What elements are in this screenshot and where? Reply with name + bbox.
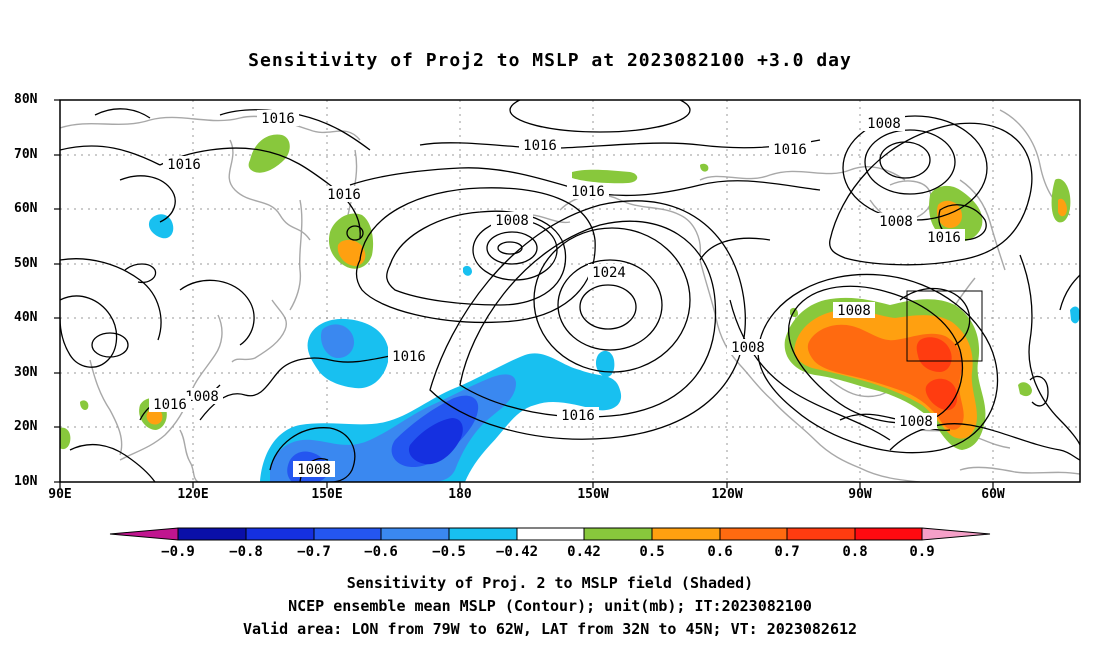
- contour-label: 1008: [867, 116, 901, 132]
- colorbar-swatch: [651, 527, 721, 541]
- valid-area-box: [906, 290, 983, 362]
- graticule: [60, 100, 1080, 482]
- contour-label: 1008: [837, 303, 871, 319]
- colorbar-label: 0.42: [567, 544, 601, 560]
- colorbar-swatch: [448, 527, 518, 541]
- colorbar-label: −0.9: [161, 544, 195, 560]
- contour-label: 1008: [185, 389, 219, 405]
- lon-label: 150E: [311, 487, 343, 502]
- colorbar-label: 0.9: [909, 544, 935, 560]
- colorbar-swatch: [583, 527, 653, 541]
- contour-label: 1016: [392, 349, 426, 365]
- lat-label: 10N: [14, 474, 38, 489]
- contour-label: 1016: [773, 142, 807, 158]
- colorbar-swatch: [380, 527, 450, 541]
- lon-label: 180: [448, 487, 472, 502]
- lon-label: 150W: [577, 487, 609, 502]
- colorbar-swatch: [921, 527, 991, 541]
- colorbar-label: 0.8: [842, 544, 868, 560]
- axis-ticks: [54, 99, 994, 488]
- colorbar-swatch: [177, 527, 247, 541]
- contour-label: 1016: [167, 157, 201, 173]
- contour-label: 1016: [561, 408, 595, 424]
- contour-label: 1016: [153, 397, 187, 413]
- colorbar: [109, 527, 991, 541]
- colorbar-swatch: [854, 527, 923, 541]
- colorbar-swatch: [313, 527, 382, 541]
- colorbar-swatch: [786, 527, 856, 541]
- contour-label: 1008: [495, 213, 529, 229]
- colorbar-label: −0.42: [495, 544, 539, 560]
- contour-labels: 1016 1016 1016 1016 1016 1008 1016 1008 …: [149, 110, 965, 478]
- colorbar-swatch: [516, 527, 585, 541]
- colorbar-label: −0.5: [432, 544, 466, 560]
- colorbar-label: 0.7: [774, 544, 800, 560]
- lat-label: 80N: [14, 92, 38, 107]
- plot-border: [59, 99, 1081, 483]
- contour-label: 1008: [899, 414, 933, 430]
- lon-label: 90E: [48, 487, 72, 502]
- colorbar-label: 0.6: [707, 544, 733, 560]
- lat-label: 50N: [14, 256, 38, 271]
- contour-label: 1016: [261, 111, 295, 127]
- colorbar-label: 0.5: [639, 544, 665, 560]
- positive-sensitivity-shading: [60, 134, 1071, 450]
- caption-shaded: Sensitivity of Proj. 2 to MSLP field (Sh…: [346, 574, 754, 592]
- colorbar-label: −0.6: [364, 544, 398, 560]
- lon-label: 90W: [848, 487, 872, 502]
- contour-label: 1008: [731, 340, 765, 356]
- colorbar-label: −0.8: [229, 544, 263, 560]
- contour-label: 1016: [927, 230, 961, 246]
- colorbar-swatch: [719, 527, 788, 541]
- lon-label: 120W: [711, 487, 743, 502]
- caption-valid-area: Valid area: LON from 79W to 62W, LAT fro…: [242, 620, 858, 638]
- colorbar-label: −0.7: [297, 544, 331, 560]
- contour-label: 1024: [592, 265, 626, 281]
- caption-contour: NCEP ensemble mean MSLP (Contour); unit(…: [288, 597, 812, 615]
- contour-label: 1016: [571, 184, 605, 200]
- lon-label: 60W: [981, 487, 1005, 502]
- colorbar-swatch: [245, 527, 315, 541]
- colorbar-swatch: [109, 527, 179, 541]
- contour-label: 1016: [523, 138, 557, 154]
- lat-label: 30N: [14, 365, 38, 380]
- lon-label: 120E: [177, 487, 209, 502]
- map-title: Sensitivity of Proj2 to MSLP at 20230821…: [248, 50, 852, 71]
- lat-label: 40N: [14, 310, 38, 325]
- contour-label: 1008: [297, 462, 331, 478]
- contour-label: 1008: [879, 214, 913, 230]
- contour-label: 1016: [327, 187, 361, 203]
- mslp-contours: [60, 100, 1080, 482]
- lat-label: 60N: [14, 201, 38, 216]
- lat-label: 20N: [14, 419, 38, 434]
- lat-label: 70N: [14, 147, 38, 162]
